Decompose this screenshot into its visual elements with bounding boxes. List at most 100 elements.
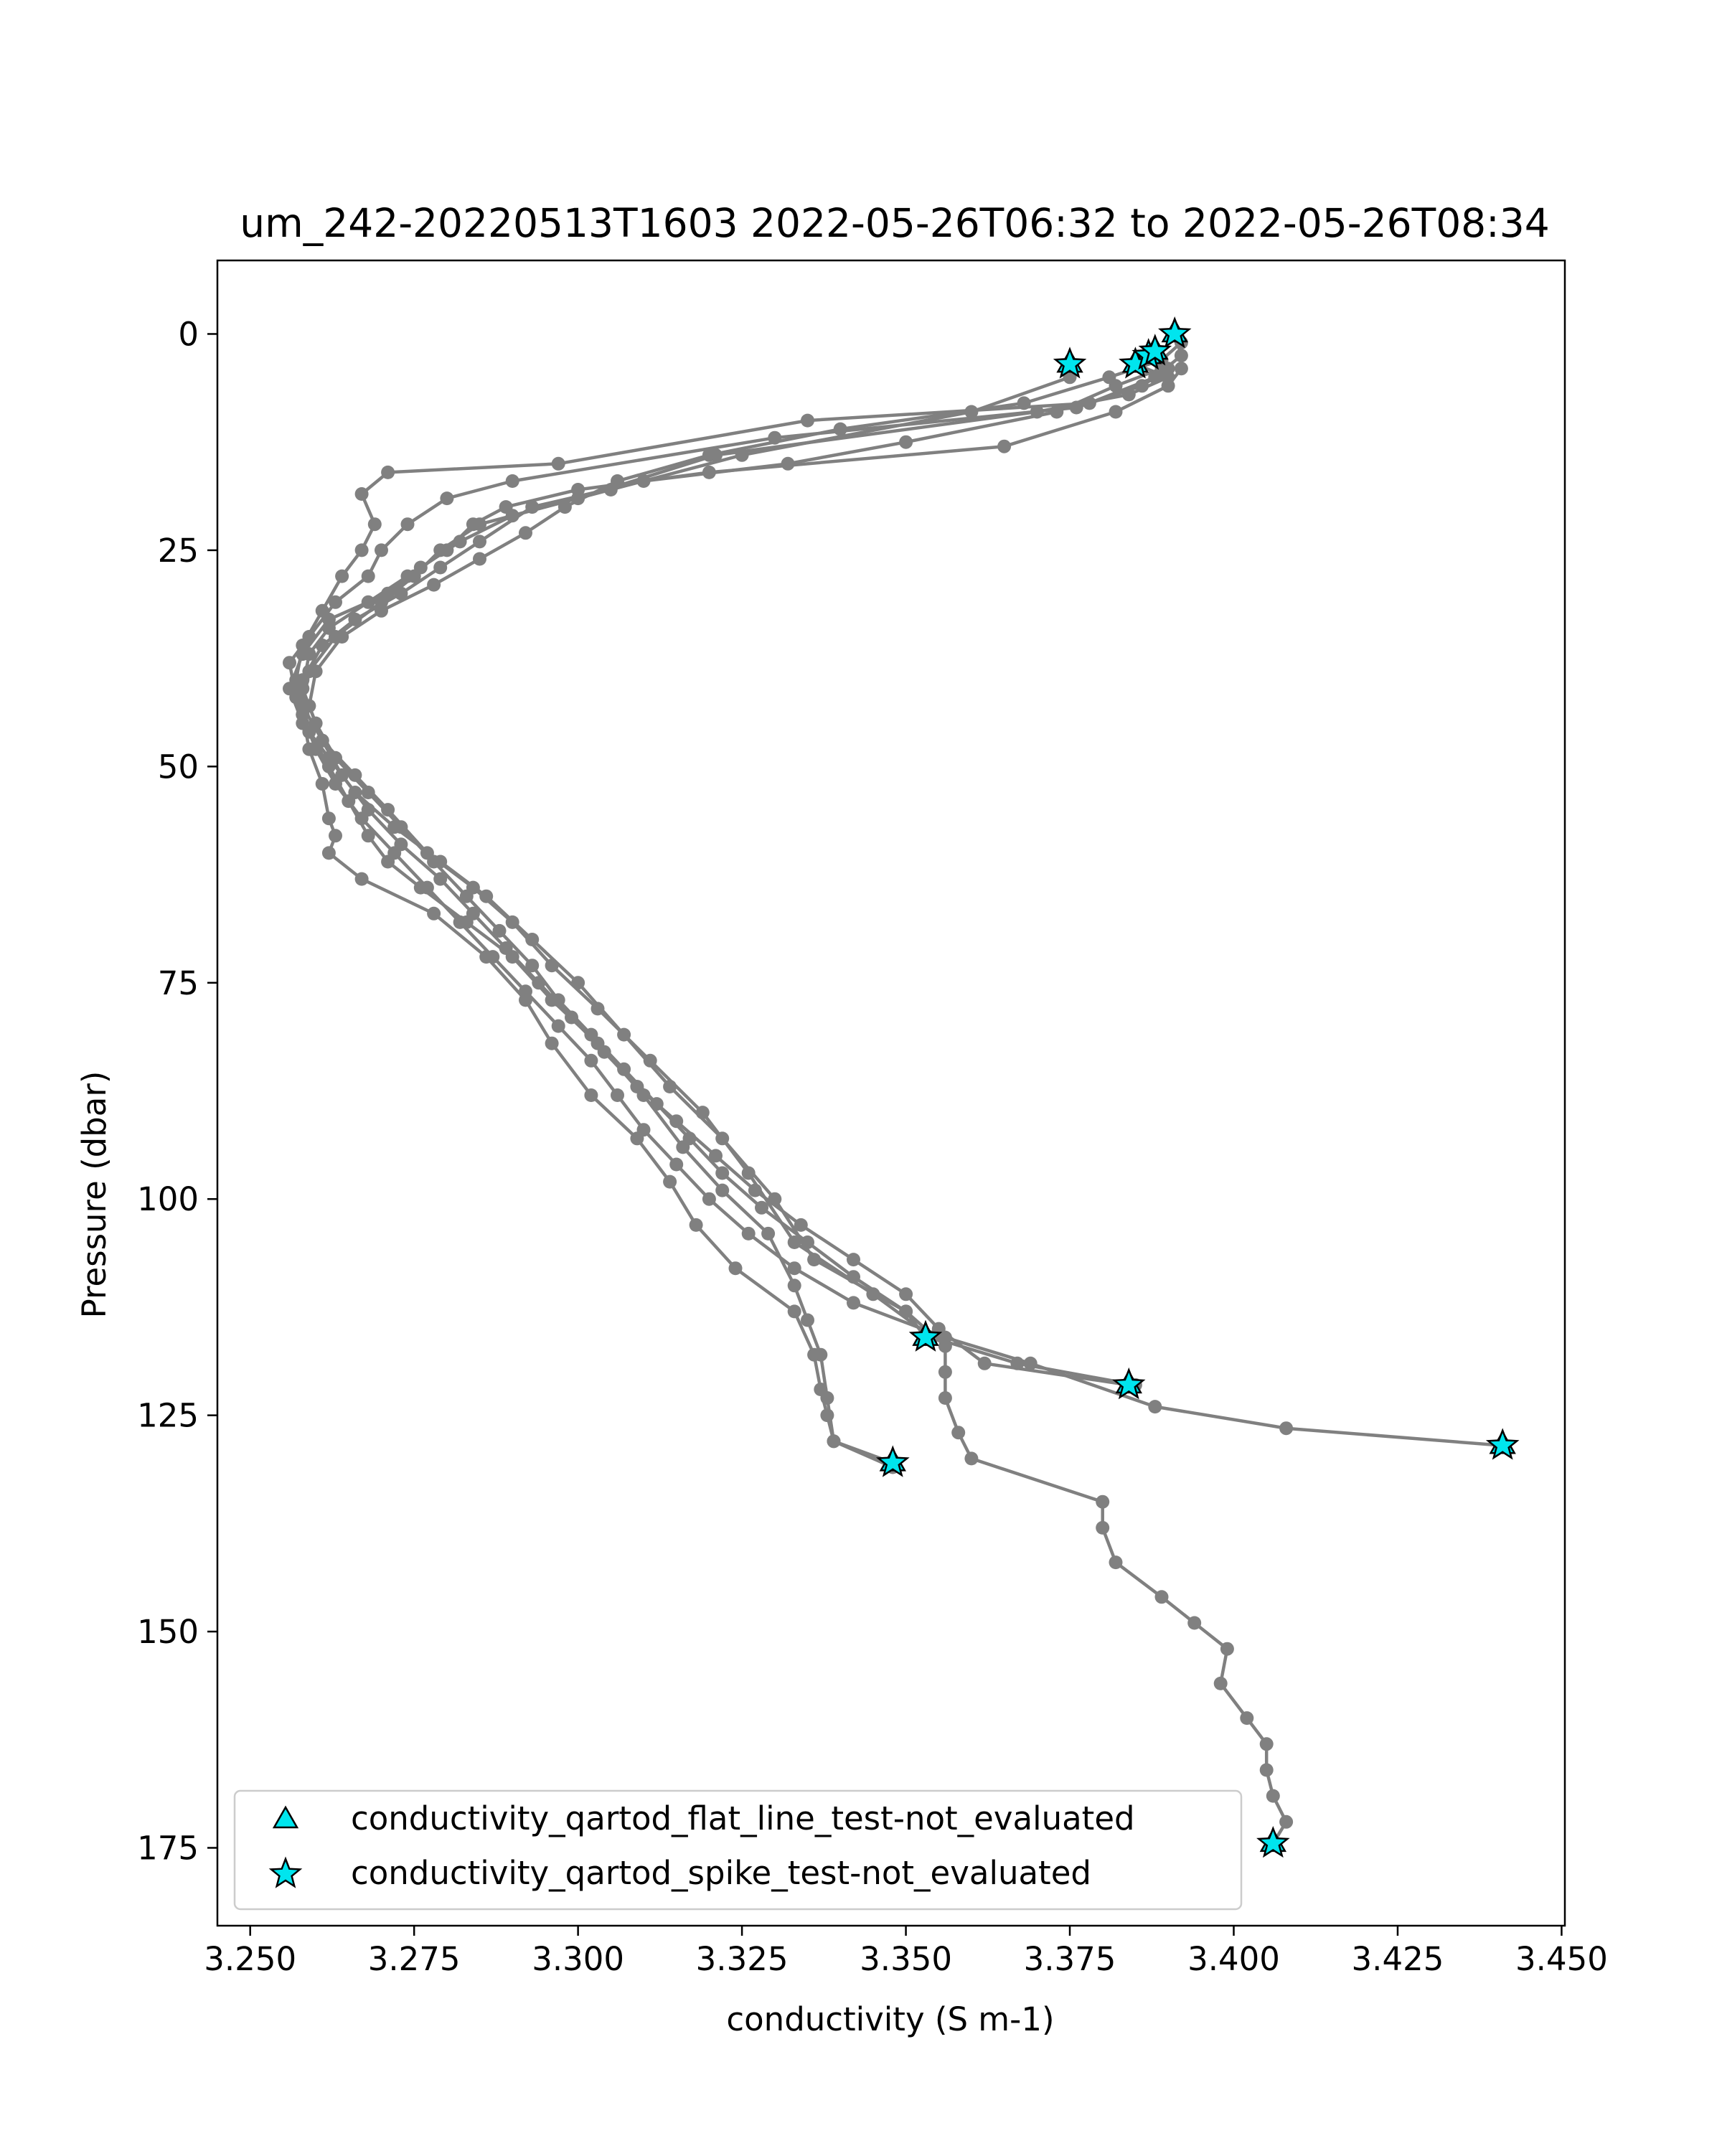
profile-point: [807, 1253, 822, 1267]
profile-point: [302, 699, 316, 713]
profile-point: [440, 491, 454, 506]
profile-point: [283, 656, 296, 670]
spike-flag-marker: [1138, 334, 1172, 366]
profile-point: [1259, 1737, 1274, 1751]
profile-point: [479, 889, 494, 903]
profile-point: [1096, 1494, 1110, 1509]
profile-point: [938, 1339, 952, 1353]
profile-point: [833, 422, 847, 436]
profile-point: [354, 487, 369, 501]
legend-label-spike: conductivity_qartod_spike_test-not_evalu…: [351, 1854, 1091, 1892]
profile-point: [899, 435, 913, 449]
profile-point: [361, 786, 375, 799]
profile-point: [545, 1036, 559, 1050]
profile-point: [400, 517, 415, 532]
profile-point: [427, 855, 441, 869]
profile-point: [420, 880, 434, 895]
x-tick-label: 3.425: [1352, 1940, 1444, 1978]
profile-point: [709, 1149, 723, 1163]
profile-point: [394, 586, 408, 601]
profile-point: [367, 517, 382, 532]
profile-point: [466, 517, 480, 532]
legend-triangle-icon: [272, 1805, 299, 1829]
profile-point: [951, 1426, 966, 1440]
profile-point: [584, 1027, 598, 1042]
profile-point: [1161, 379, 1175, 393]
profile-point: [557, 500, 572, 514]
profile-point: [1213, 1676, 1228, 1690]
profile-point: [794, 1218, 808, 1232]
profile-point: [938, 1391, 952, 1405]
profile-point: [1050, 405, 1064, 419]
legend: conductivity_qartod_flat_line_test-not_e…: [233, 1789, 1243, 1911]
profile-point: [321, 621, 336, 635]
profile-point: [361, 829, 375, 843]
y-tick-label: 50: [158, 748, 199, 786]
profile-point: [335, 630, 349, 644]
plot-frame: [216, 259, 1566, 1927]
profile-point: [899, 1287, 913, 1301]
profile-point: [1102, 370, 1116, 385]
y-tick-label: 100: [137, 1180, 199, 1218]
profile-point: [309, 664, 323, 679]
profile-point: [787, 1279, 801, 1293]
profile-point: [1279, 1814, 1294, 1829]
profile-point: [741, 1166, 756, 1180]
profile-point: [519, 984, 532, 999]
profile-point: [611, 474, 624, 488]
profile-point: [977, 1356, 992, 1370]
spike-flag-marker: [1256, 1826, 1290, 1858]
profile-point: [735, 448, 749, 462]
x-tick-label: 3.450: [1515, 1940, 1608, 1978]
profile-point: [617, 1027, 631, 1042]
profile-point: [702, 1192, 716, 1206]
profile-point: [847, 1270, 860, 1284]
profile-point: [329, 595, 342, 609]
profile-point: [827, 1434, 841, 1449]
profile-point: [761, 1226, 776, 1241]
profile-point: [1109, 405, 1123, 419]
x-tick-label: 3.350: [860, 1940, 952, 1978]
x-tick-label: 3.400: [1187, 1940, 1280, 1978]
profile-point: [473, 535, 486, 549]
profile-point: [997, 439, 1012, 453]
x-tick-label: 3.250: [204, 1940, 296, 1978]
y-tick-label: 175: [137, 1829, 199, 1867]
profile-point: [348, 612, 362, 626]
profile-point: [847, 1253, 860, 1267]
profile-point: [1259, 1763, 1274, 1777]
profile-group: [302, 336, 1188, 1392]
profile-point: [394, 837, 408, 852]
qartod-flag-markers: [875, 316, 1520, 1858]
profile-point: [473, 552, 486, 566]
profile-point: [321, 811, 336, 826]
profile-point: [1174, 349, 1188, 363]
profile-point: [315, 733, 329, 748]
profile-point: [361, 803, 375, 817]
profile-point: [433, 872, 448, 886]
profile-point: [361, 569, 375, 583]
profile-point: [296, 682, 310, 696]
profile-point: [486, 950, 500, 964]
profile-line: [294, 333, 1183, 1469]
profile-point: [755, 1200, 768, 1215]
profile-point: [899, 1304, 913, 1319]
x-tick-label: 3.300: [532, 1940, 624, 1978]
profile-point: [505, 474, 519, 488]
profile-point: [1240, 1711, 1254, 1726]
profile-point: [565, 1010, 578, 1025]
profile-point: [801, 1235, 814, 1249]
profile-point: [492, 923, 507, 938]
profile-point: [669, 1157, 684, 1172]
profile-point: [643, 1053, 657, 1068]
profile-point: [354, 872, 369, 886]
profile-point: [787, 1261, 801, 1276]
profile-point: [571, 483, 585, 496]
profile-point: [814, 1347, 828, 1362]
chart-title: um_242-20220513T1603 2022-05-26T06:32 to…: [240, 200, 1549, 246]
profile-point: [715, 1183, 730, 1197]
profile-point: [381, 465, 395, 479]
legend-label-flat-line: conductivity_qartod_flat_line_test-not_e…: [351, 1799, 1135, 1837]
profile-point: [551, 993, 565, 1007]
